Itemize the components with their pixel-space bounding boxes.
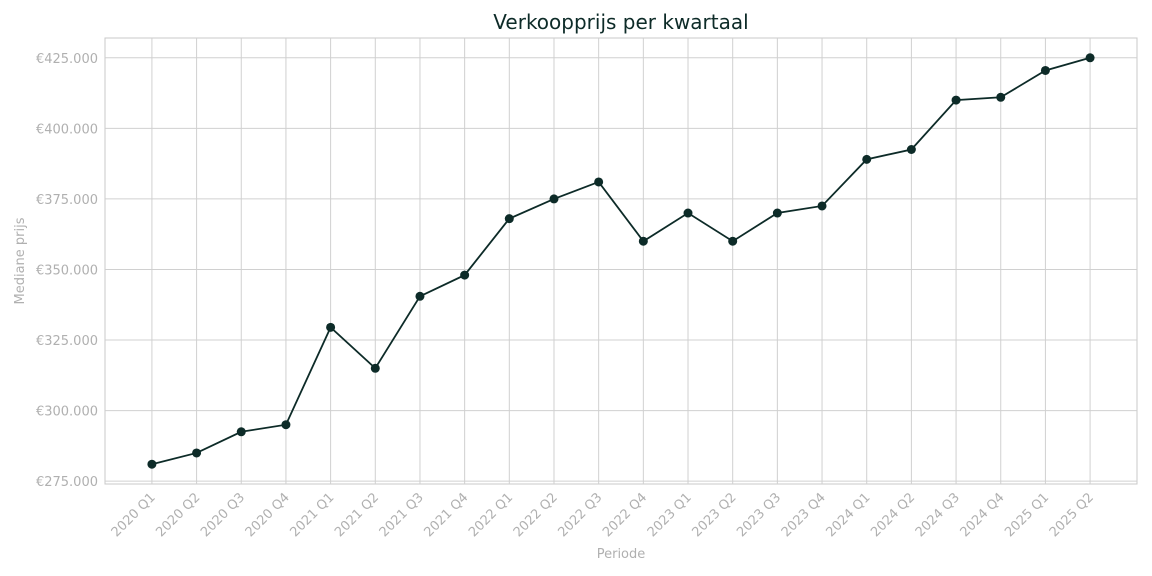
y-tick-label: €425.000 <box>36 52 98 67</box>
point <box>683 208 693 218</box>
point <box>504 214 514 224</box>
point <box>951 95 961 105</box>
x-axis-label: Periode <box>597 547 646 562</box>
x-tick-label: 2022 Q4 <box>600 490 650 540</box>
point <box>638 236 648 246</box>
x-tick-label: 2021 Q1 <box>287 490 337 540</box>
line <box>151 56 1091 466</box>
x-tick-label: 2025 Q1 <box>1002 490 1052 540</box>
x-tick-label: 2024 Q2 <box>868 490 918 540</box>
x-tick-label: 2021 Q2 <box>332 490 382 540</box>
point <box>281 420 291 430</box>
x-tick-label: 2023 Q2 <box>689 490 739 540</box>
x-tick-label: 2023 Q1 <box>645 490 695 540</box>
y-tick-label: €400.000 <box>36 122 98 137</box>
point <box>415 291 425 301</box>
x-tick-label: 2020 Q4 <box>243 490 293 540</box>
point <box>147 459 157 469</box>
chart-title: Verkoopprijs per kwartaal <box>493 10 748 34</box>
x-tick-label: 2020 Q1 <box>109 490 159 540</box>
point <box>460 270 470 280</box>
point <box>549 194 559 204</box>
point <box>192 448 202 458</box>
point <box>772 208 782 218</box>
x-tick-label: 2021 Q3 <box>377 490 427 540</box>
x-tick-label: 2025 Q2 <box>1047 490 1097 540</box>
point <box>862 154 872 164</box>
x-tick-label: 2020 Q2 <box>153 490 203 540</box>
y-tick-label: €300.000 <box>36 405 98 420</box>
x-tick-label: 2022 Q2 <box>511 490 561 540</box>
point <box>236 427 246 437</box>
plot-frame <box>104 37 1138 485</box>
point <box>326 322 336 332</box>
point <box>1040 65 1050 75</box>
point <box>996 92 1006 102</box>
point <box>728 236 738 246</box>
x-tick-label: 2024 Q1 <box>824 490 874 540</box>
point <box>906 145 916 154</box>
x-tick-label: 2020 Q3 <box>198 490 248 540</box>
point <box>594 177 604 187</box>
x-tick-label: 2023 Q3 <box>734 490 784 540</box>
y-tick-label: €325.000 <box>36 334 98 349</box>
x-tick-label: 2024 Q3 <box>913 490 963 540</box>
y-tick-label: €350.000 <box>36 263 98 278</box>
x-tick-label: 2021 Q4 <box>421 490 471 540</box>
x-tick-label: 2024 Q4 <box>958 490 1008 540</box>
x-tick-label: 2022 Q1 <box>466 490 516 540</box>
y-tick-label: €275.000 <box>36 475 98 490</box>
y-tick-label: €375.000 <box>36 193 98 208</box>
point <box>817 201 827 211</box>
x-tick-label: 2022 Q3 <box>555 490 605 540</box>
point <box>370 363 380 373</box>
point <box>1085 53 1095 63</box>
y-axis-label: Mediane prijs <box>13 217 28 304</box>
x-tick-label: 2023 Q4 <box>779 490 829 540</box>
